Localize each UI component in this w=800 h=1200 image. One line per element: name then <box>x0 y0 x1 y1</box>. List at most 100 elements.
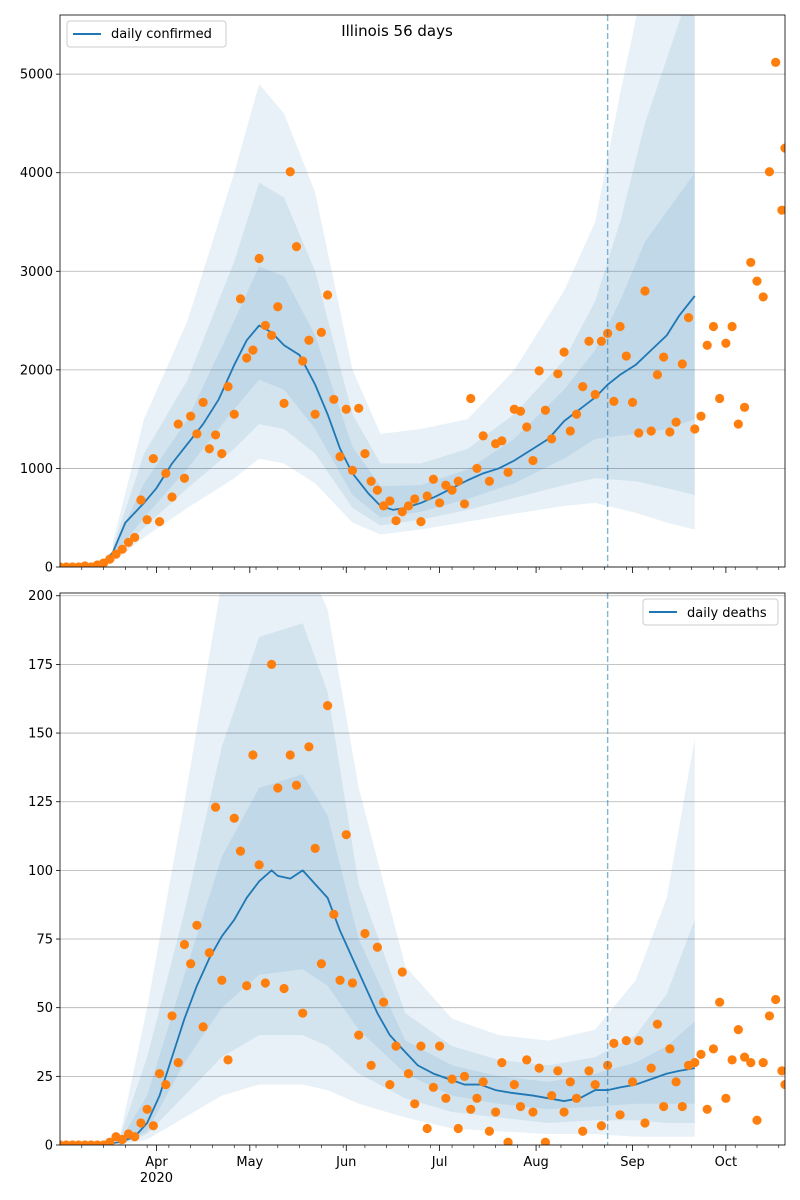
deaths-panel: 0 25 50 75 100 125 150 175 200 Apr May Jun Jul Aug Se… <box>28 589 786 1186</box>
deaths-point <box>416 1041 426 1051</box>
deaths-point <box>385 1079 395 1090</box>
deaths-ytick-label: 100 <box>28 864 53 879</box>
deaths-point <box>310 843 320 854</box>
confirmed-point <box>217 449 227 459</box>
deaths-point <box>379 997 389 1007</box>
confirmed-point <box>397 507 407 517</box>
confirmed-point <box>441 480 451 490</box>
confirmed-uncertainty-bands <box>112 15 695 563</box>
deaths-point <box>565 1077 575 1087</box>
deaths-point <box>441 1093 451 1103</box>
confirmed-point <box>690 424 700 434</box>
deaths-point <box>167 1011 177 1021</box>
deaths-point <box>316 959 326 969</box>
deaths-point <box>148 1121 158 1131</box>
deaths-point <box>341 830 351 840</box>
confirmed-point <box>229 409 239 419</box>
deaths-point <box>242 981 252 991</box>
deaths-point <box>690 1058 700 1068</box>
confirmed-point <box>198 397 208 407</box>
confirmed-point <box>210 430 221 440</box>
deaths-point <box>403 1068 414 1079</box>
deaths-axes-frame <box>59 592 786 1146</box>
confirmed-point <box>528 455 538 466</box>
deaths-xtick-label: Jul <box>431 1155 448 1170</box>
deaths-point <box>528 1107 538 1117</box>
deaths-point <box>372 942 382 952</box>
confirmed-point <box>646 426 656 436</box>
confirmed-point <box>167 492 177 502</box>
deaths-point <box>665 1044 675 1054</box>
deaths-point <box>266 659 277 670</box>
deaths-point <box>298 1008 308 1018</box>
confirmed-point <box>186 411 196 421</box>
deaths-line-group <box>60 869 695 1145</box>
confirmed-point <box>683 313 694 323</box>
confirmed-point <box>130 532 140 543</box>
confirmed-point <box>111 549 121 559</box>
deaths-point <box>136 1118 146 1128</box>
confirmed-point <box>764 167 775 177</box>
deaths-legend-box <box>642 598 779 626</box>
confirmed-point <box>235 294 246 304</box>
deaths-ytick-label: 25 <box>36 1070 53 1085</box>
confirmed-point <box>354 403 364 413</box>
confirmed-point <box>590 389 600 400</box>
confirmed-point <box>385 496 395 506</box>
confirmed-point <box>721 338 731 348</box>
deaths-ytick-label: 125 <box>28 795 53 810</box>
deaths-ytick-label: 200 <box>28 589 53 604</box>
confirmed-point <box>665 427 675 437</box>
deaths-point <box>410 1099 420 1109</box>
confirmed-panel: 0 1000 2000 3000 4000 5000 daily confirmed <box>20 14 786 576</box>
confirmed-point <box>627 397 638 407</box>
confirmed-point <box>322 290 333 300</box>
deaths-point <box>484 1126 494 1136</box>
deaths-point <box>186 959 196 969</box>
deaths-point <box>652 1019 663 1029</box>
deaths-point <box>559 1107 569 1117</box>
confirmed-point <box>379 501 389 511</box>
confirmed-legend-label: daily confirmed <box>111 27 212 42</box>
deaths-point <box>671 1077 681 1087</box>
confirmed-point <box>453 476 463 486</box>
deaths-points <box>60 659 785 1145</box>
confirmed-point <box>733 419 743 429</box>
deaths-point <box>659 1101 669 1112</box>
deaths-point <box>771 994 781 1005</box>
confirmed-point <box>310 409 320 419</box>
confirmed-point <box>708 321 719 332</box>
deaths-point <box>428 1082 438 1092</box>
confirmed-point <box>771 57 781 67</box>
confirmed-point <box>727 321 737 332</box>
deaths-point <box>366 1060 376 1070</box>
confirmed-point <box>403 501 414 511</box>
confirmed-point <box>366 476 376 486</box>
deaths-point <box>198 1022 208 1032</box>
confirmed-point <box>192 429 202 439</box>
confirmed-point <box>347 465 358 475</box>
deaths-point <box>223 1055 233 1065</box>
deaths-point <box>515 1101 526 1112</box>
confirmed-point <box>285 167 295 177</box>
deaths-point <box>322 700 333 711</box>
confirmed-point <box>621 351 631 361</box>
confirmed-point <box>298 356 308 366</box>
deaths-point <box>459 1071 470 1081</box>
deaths-ytick-label: 50 <box>36 1001 53 1016</box>
confirmed-band-inner <box>112 172 695 557</box>
confirmed-point <box>659 352 669 362</box>
confirmed-point <box>422 491 432 501</box>
deaths-point <box>739 1052 750 1062</box>
confirmed-x-axis <box>81 567 780 573</box>
confirmed-point <box>472 463 482 474</box>
deaths-point <box>721 1093 731 1103</box>
deaths-x-axis: Apr May Jun Jul Aug Sep Oct 2020 <box>81 1145 780 1186</box>
deaths-point <box>584 1066 594 1076</box>
confirmed-point <box>746 257 756 268</box>
deaths-point <box>702 1104 712 1114</box>
confirmed-point <box>565 426 575 436</box>
confirmed-point <box>410 494 420 504</box>
confirmed-point <box>123 537 134 547</box>
deaths-point <box>354 1030 364 1040</box>
